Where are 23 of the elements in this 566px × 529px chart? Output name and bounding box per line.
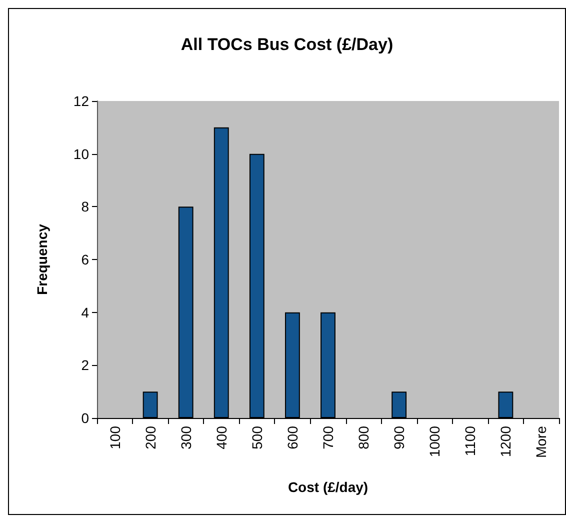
x-tick-label: 1000 [426, 426, 443, 458]
y-tick-label: 2 [81, 357, 90, 374]
x-tick-label: 200 [142, 426, 158, 450]
y-tick-label: 8 [81, 198, 90, 215]
x-tick-label: 900 [391, 426, 408, 450]
x-tick-label: 500 [248, 426, 265, 450]
x-tick-label: 1100 [462, 426, 478, 456]
x-tick-label: 400 [213, 426, 230, 450]
x-tick-label: 800 [356, 426, 372, 450]
y-tick-label: 10 [73, 146, 90, 162]
chart-title: All TOCs Bus Cost (£/Day) [180, 35, 394, 54]
y-tick-label: 6 [81, 252, 90, 268]
y-axis-title: Frequency [34, 224, 50, 295]
x-axis-title: Cost (£/day) [288, 479, 368, 495]
x-tick-label: 600 [284, 426, 300, 450]
x-tick-label: More [533, 426, 550, 458]
y-tick-label: 4 [81, 304, 90, 320]
x-tick-label: 1200 [498, 426, 514, 458]
x-tick-label: 700 [320, 426, 336, 450]
x-tick-label: 300 [178, 426, 194, 450]
y-tick-label: 0 [81, 410, 90, 426]
x-tick-label: 100 [106, 426, 123, 450]
y-tick-label: 12 [73, 93, 90, 109]
